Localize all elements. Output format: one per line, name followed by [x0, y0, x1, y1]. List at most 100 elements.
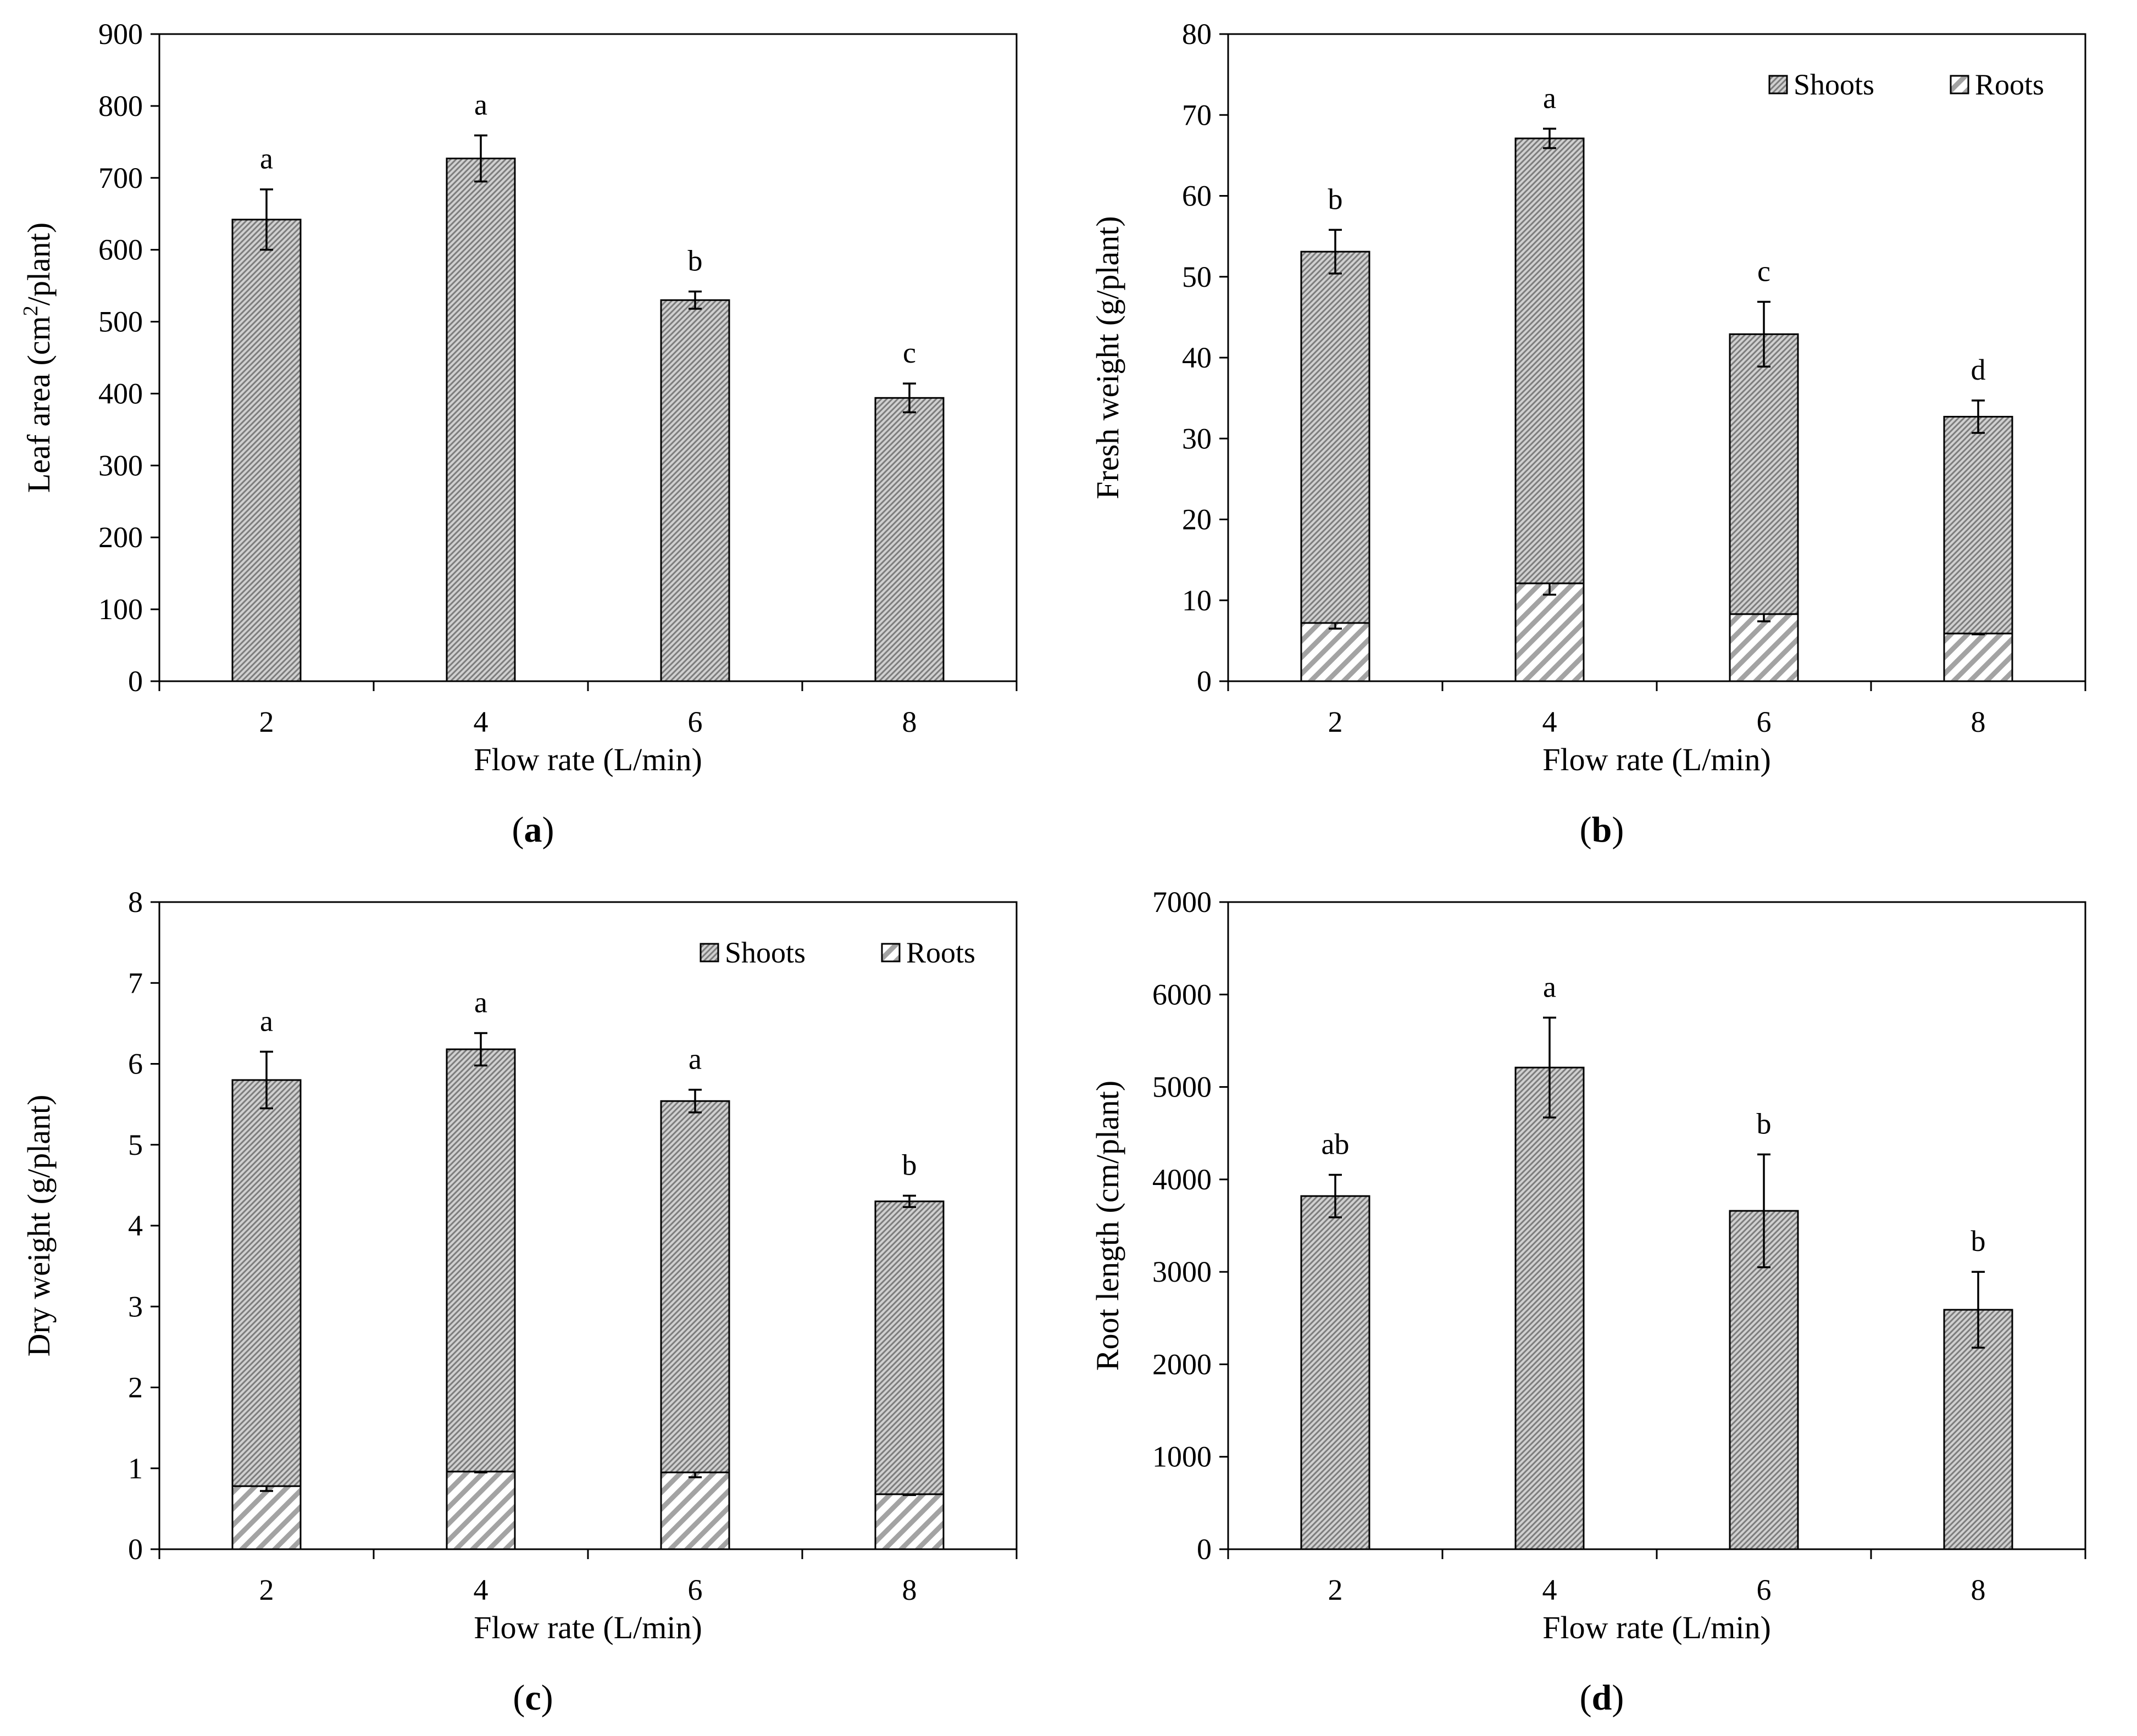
x-tick-label: 8 [1971, 1573, 1986, 1606]
x-axis-title: Flow rate (L/min) [474, 742, 702, 777]
bar-shoots [231, 1079, 302, 1487]
y-tick-label: 80 [1182, 18, 1212, 51]
significance-letter: a [260, 142, 273, 175]
bar-roots [660, 1471, 730, 1550]
significance-letter: b [688, 244, 703, 277]
y-tick-label: 4000 [1152, 1163, 1212, 1196]
bar-roots [446, 1471, 516, 1550]
legend-label-roots: Roots [906, 936, 975, 969]
legend-swatch-roots [881, 943, 901, 962]
y-tick-label: 400 [98, 377, 143, 410]
bar-leaf-area [874, 397, 945, 682]
bar-roots [1943, 632, 2013, 682]
bar-shoots [660, 1100, 730, 1473]
legend-swatch-shoots [1768, 75, 1788, 94]
y-tick-label: 3000 [1152, 1255, 1212, 1288]
x-axis-title: Flow rate (L/min) [1542, 742, 1771, 777]
bar-leaf-area [660, 299, 730, 682]
y-tick-label: 2 [128, 1371, 143, 1404]
x-tick-label: 6 [688, 1573, 703, 1606]
panel-label: (d) [1580, 1678, 1624, 1718]
bar-roots [874, 1493, 945, 1550]
x-tick-label: 2 [1328, 1573, 1343, 1606]
legend-swatch-shoots [700, 943, 719, 962]
bar-shoots [874, 1200, 945, 1495]
y-tick-label: 100 [98, 593, 143, 626]
y-tick-label: 4 [128, 1209, 143, 1242]
significance-letter: a [1543, 81, 1556, 114]
y-tick-label: 6 [128, 1048, 143, 1081]
chart-b: 0 10 20 30 40 50 60 70 80 2 4 6 8 b a c d Flow rate (L/mi… [1090, 18, 2086, 850]
y-axis-title: Fresh weight (g/plant) [1090, 216, 1125, 499]
y-tick-label: 2000 [1152, 1348, 1212, 1381]
significance-letter: a [474, 88, 487, 121]
bar-leaf-area [446, 157, 516, 682]
y-tick-label: 500 [98, 305, 143, 338]
y-tick-label: 1 [128, 1452, 143, 1485]
legend-label-roots: Roots [1975, 68, 2044, 101]
y-axis-title: Dry weight (g/plant) [21, 1095, 57, 1357]
y-axis-title: Root length (cm/plant) [1090, 1081, 1125, 1371]
y-tick-label: 0 [1197, 1533, 1212, 1566]
y-tick-label: 0 [128, 1533, 143, 1566]
panel-label: (a) [512, 810, 554, 850]
significance-letter: b [1328, 182, 1343, 215]
bar-shoots [1514, 137, 1585, 585]
significance-letter: a [689, 1043, 702, 1076]
y-tick-label: 1000 [1152, 1440, 1212, 1473]
y-tick-label: 900 [98, 18, 143, 51]
x-tick-label: 4 [1542, 1573, 1557, 1606]
significance-letter: b [1757, 1107, 1772, 1140]
y-tick-label: 10 [1182, 584, 1212, 617]
y-axis-title: Leaf area (cm2/plant) [19, 222, 57, 493]
y-tick-label: 6000 [1152, 978, 1212, 1011]
significance-letter: b [902, 1149, 917, 1182]
y-tick-label: 200 [98, 521, 143, 554]
chart-a: 0 100 200 300 400 500 600 700 800 900 2 4 6 8 a a b c Flow… [19, 18, 1018, 850]
y-tick-label: 8 [128, 886, 143, 919]
bar-roots [1300, 622, 1370, 682]
y-tick-label: 0 [128, 665, 143, 698]
panel-c: 0 1 2 3 4 5 6 7 8 2 4 6 8 a a a b Flow rate (L/min) Dry we… [0, 868, 1068, 1736]
x-tick-label: 6 [1757, 1573, 1772, 1606]
y-tick-label: 3 [128, 1290, 143, 1323]
bar-roots [1729, 613, 1799, 682]
x-tick-label: 8 [902, 1573, 917, 1606]
panel-a: 0 100 200 300 400 500 600 700 800 900 2 4 6 8 a a b c Flow… [0, 0, 1068, 868]
bar-shoots [1300, 251, 1370, 624]
y-tick-label: 600 [98, 233, 143, 266]
y-tick-label: 60 [1182, 180, 1212, 213]
significance-letter: d [1971, 353, 1986, 386]
x-axis-title: Flow rate (L/min) [1542, 1610, 1771, 1645]
y-tick-label: 30 [1182, 422, 1212, 455]
significance-letter: a [474, 986, 487, 1019]
bar-roots [1514, 582, 1585, 682]
x-tick-label: 2 [1328, 705, 1343, 738]
y-tick-label: 5000 [1152, 1071, 1212, 1104]
panel-label: (b) [1580, 810, 1624, 850]
bar-roots [231, 1485, 302, 1550]
bar-shoots [446, 1048, 516, 1473]
bar-leaf-area [231, 219, 302, 682]
x-tick-label: 4 [474, 705, 489, 738]
x-tick-label: 6 [1757, 705, 1772, 738]
y-tick-label: 70 [1182, 98, 1212, 131]
panel-d: 0 1000 2000 3000 4000 5000 6000 7000 2 4 6 8 ab a b b Fl… [1069, 868, 2137, 1736]
y-tick-label: 7000 [1152, 886, 1212, 919]
y-tick-label: 50 [1182, 260, 1212, 293]
significance-letter: a [260, 1004, 273, 1037]
x-tick-label: 6 [688, 705, 703, 738]
y-tick-label: 700 [98, 162, 143, 194]
legend-label-shoots: Shoots [1794, 68, 1874, 101]
significance-letter: c [903, 336, 916, 369]
legend-swatch-roots [1950, 75, 1969, 94]
chart-c: 0 1 2 3 4 5 6 7 8 2 4 6 8 a a a b Flow rate (L/min) Dry we… [21, 886, 1018, 1718]
y-tick-label: 5 [128, 1128, 143, 1161]
x-tick-label: 8 [1971, 705, 1986, 738]
significance-letter: c [1757, 254, 1770, 287]
y-tick-label: 300 [98, 449, 143, 482]
significance-letter: b [1971, 1225, 1986, 1258]
legend-label-shoots: Shoots [725, 936, 806, 969]
bar-shoots [1943, 415, 2013, 635]
